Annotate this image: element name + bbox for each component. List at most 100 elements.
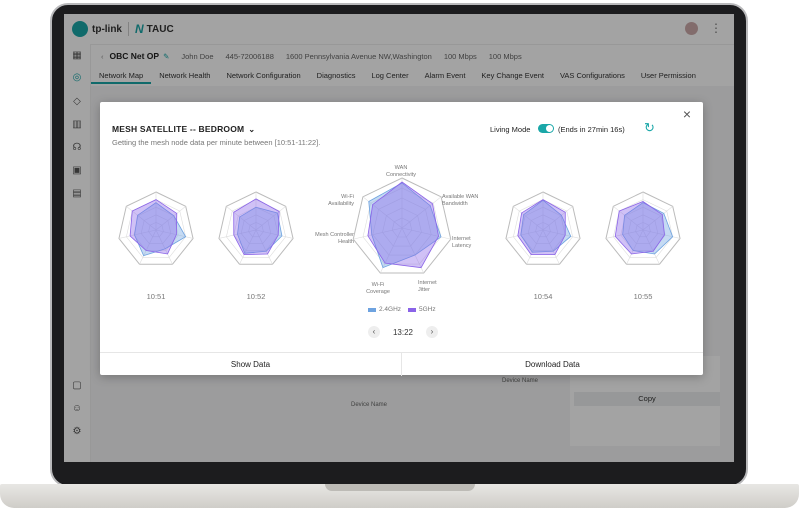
devices-icon[interactable]: ▤ — [72, 188, 82, 199]
tab-key-change-event[interactable]: Key Change Event — [481, 71, 544, 80]
close-icon[interactable]: × — [682, 106, 691, 122]
radar-spoke — [155, 206, 186, 231]
legend-label: 5GHz — [419, 306, 436, 313]
tp-link-logo-icon — [72, 21, 88, 37]
radar-spoke — [642, 229, 681, 239]
radar-spoke — [513, 206, 544, 231]
radar-grid-ring — [635, 222, 651, 238]
radar-grid-ring — [382, 207, 422, 247]
tab-log-center[interactable]: Log Center — [371, 71, 409, 80]
radar-spoke — [118, 229, 157, 239]
show-data-button[interactable]: Show Data — [100, 353, 402, 376]
gift-icon[interactable]: ▢ — [72, 380, 82, 391]
radar-spoke — [401, 227, 424, 274]
bar-chart-icon[interactable]: ▥ — [72, 119, 82, 130]
radar-grid-ring — [527, 214, 559, 244]
avatar[interactable] — [685, 22, 698, 35]
radar-grid-ring — [605, 191, 681, 265]
product-name: TAUC — [146, 23, 174, 35]
radar-grid-ring — [627, 214, 659, 244]
user-icon[interactable]: ☺ — [71, 403, 83, 414]
time-label: 10:54 — [533, 292, 553, 301]
radar-spoke — [239, 229, 257, 265]
radar-spoke — [605, 229, 644, 239]
download-data-button[interactable]: Download Data — [525, 360, 580, 369]
tab-alarm-event[interactable]: Alarm Event — [424, 71, 466, 80]
tab-user-permission[interactable]: User Permission — [640, 71, 696, 80]
headset-icon[interactable]: ☊ — [72, 142, 82, 153]
radar-spoke — [380, 227, 403, 274]
chevron-right-icon[interactable]: › — [426, 326, 438, 338]
calendar-icon[interactable]: ▣ — [72, 165, 82, 176]
device-name-label: Device Name — [351, 402, 388, 408]
axis-label-mesh-controller-health: Mesh Controller Health — [315, 232, 354, 245]
legend-label: 2.4GHz — [379, 306, 402, 313]
more-menu-icon[interactable]: ⋮ — [710, 21, 722, 35]
brand-name: tp-link — [92, 23, 122, 35]
tab-network-configuration[interactable]: Network Configuration — [226, 71, 301, 80]
radar-grid-ring — [372, 197, 432, 256]
chevron-left-icon[interactable]: ‹ — [368, 326, 380, 338]
radar-series-5g — [517, 199, 566, 256]
tab-network-map[interactable]: Network Map — [91, 68, 152, 84]
radar-series-5g — [129, 199, 178, 255]
dashboard-icon[interactable]: ▦ — [72, 50, 82, 61]
refresh-icon[interactable]: ↻ — [644, 120, 655, 135]
axis-label-available-wan-bandwidth: Available WAN Bandwidth — [442, 194, 479, 207]
time-label: 10:51 — [146, 292, 166, 301]
axis-label-internet-jitter: Internet Jitter — [418, 280, 437, 293]
time-label: 10:55 — [633, 292, 653, 301]
ends-in-text: (Ends in 27min 16s) — [558, 125, 625, 134]
mesh-node-modal: MESH SATELLITE -- BEDROOM ⌄ Getting the m… — [100, 102, 703, 376]
radar-spoke — [126, 206, 157, 231]
radar-grid-ring — [391, 217, 413, 238]
radar-grid-ring — [535, 222, 551, 238]
divider — [128, 22, 129, 36]
screen: tp-link N TAUC ⋮ ▦ ◎ ◇ ▥ ☊ ▣ ▤ ▢ ☺ ⚙ ‹ O… — [64, 14, 734, 462]
node-name: MESH SATELLITE -- BEDROOM — [112, 124, 245, 134]
tab-bar: Network Map Network Health Network Confi… — [91, 68, 734, 84]
chevron-down-icon: ⌄ — [248, 125, 256, 134]
settings-icon[interactable]: ⚙ — [72, 426, 82, 437]
back-arrow-icon[interactable]: ‹ — [101, 51, 104, 61]
axis-label-wifi-availability: Wi-Fi Availability — [328, 194, 354, 207]
tab-diagnostics[interactable]: Diagnostics — [316, 71, 356, 80]
tab-network-health[interactable]: Network Health — [159, 71, 211, 80]
radar-series-5g — [233, 198, 280, 256]
radar-grid-ring — [233, 206, 279, 251]
radar-spoke — [155, 229, 194, 239]
legend-swatch — [368, 307, 376, 312]
radar-grid-ring — [352, 177, 452, 274]
modal-title[interactable]: MESH SATELLITE -- BEDROOM ⌄ — [112, 124, 255, 134]
axis-label-wan-connectivity: WAN Connectivity — [386, 165, 416, 178]
tab-vas-configurations[interactable]: VAS Configurations — [559, 71, 625, 80]
axis-label-wifi-coverage: Wi-Fi Coverage — [366, 282, 390, 295]
modal-subtitle: Getting the mesh node data per minute be… — [112, 138, 321, 147]
edit-icon[interactable]: ✎ — [163, 51, 170, 61]
current-time: 13:22 — [392, 327, 414, 337]
copy-button[interactable]: Copy — [574, 392, 720, 406]
network-name: OBC Net OP — [109, 51, 160, 61]
radar-spoke — [255, 229, 294, 239]
globe-icon[interactable]: ◎ — [72, 72, 82, 83]
radar-spoke — [505, 229, 544, 239]
radar-grid-ring — [240, 214, 272, 244]
radar-grid-ring — [218, 191, 294, 265]
radar-grid-ring — [248, 222, 264, 238]
radar-series-5g — [614, 201, 665, 255]
radar-charts — [118, 177, 681, 274]
diamond-icon[interactable]: ◇ — [73, 96, 81, 107]
radar-spoke — [613, 206, 644, 231]
radar-series-2g — [237, 206, 283, 254]
radar-series-5g — [367, 181, 439, 269]
living-mode-toggle[interactable] — [538, 124, 554, 133]
address: 1600 Pennsylvania Avenue NW,Washington — [285, 51, 432, 61]
living-mode-label: Living Mode — [490, 125, 531, 134]
download-speed: 100 Mbps — [488, 51, 522, 61]
radar-grid-ring — [148, 222, 164, 238]
radar-grid-ring — [126, 199, 186, 258]
radar-grid-ring — [520, 206, 566, 251]
laptop-notch — [325, 484, 475, 491]
top-bar: tp-link N TAUC ⋮ — [64, 14, 734, 45]
axis-label-internet-latency: Internet Latency — [452, 236, 472, 249]
